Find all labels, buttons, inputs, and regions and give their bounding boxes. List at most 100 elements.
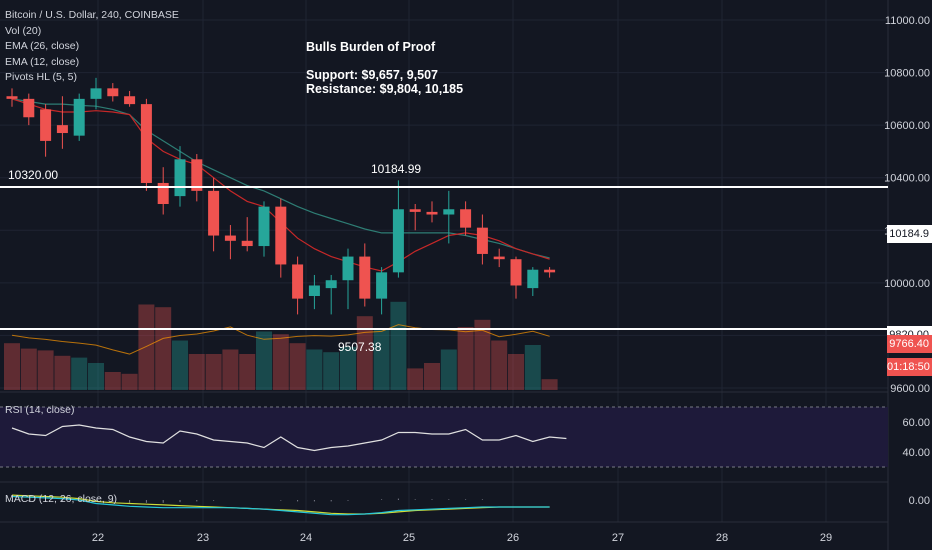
annotation-resistance: Resistance: $9,804, 10,185 — [306, 82, 464, 96]
price-tick-label: 10800.00 — [884, 68, 930, 80]
candle-body — [325, 280, 337, 289]
indicator-ema26[interactable]: EMA (26, close) — [5, 40, 80, 52]
volume-bar — [356, 316, 373, 390]
rsi-band — [0, 407, 888, 467]
indicator-ema12[interactable]: EMA (12, close) — [5, 55, 80, 68]
candle-body — [409, 209, 421, 212]
volume-bar — [20, 348, 37, 390]
volume-bar — [323, 352, 340, 390]
candle-body — [140, 104, 152, 183]
price-tick-label: 11000.00 — [885, 15, 930, 27]
candle-body — [544, 269, 556, 273]
candle-body — [191, 159, 203, 191]
ema26-line — [11, 98, 550, 259]
candle-body — [308, 285, 320, 296]
rsi-pane-label[interactable]: RSI (14, close) — [5, 404, 75, 416]
macd-line — [11, 495, 550, 516]
level-label-support: 9507.38 — [338, 340, 382, 354]
volume-bar — [239, 354, 256, 390]
candle-body — [6, 96, 18, 99]
volume-bar — [424, 363, 440, 390]
macd-tick-label: 0.00 — [909, 495, 930, 507]
volume-bar — [104, 372, 121, 390]
volume-bar — [524, 345, 541, 390]
candle-body — [527, 269, 539, 289]
rsi-line — [11, 424, 567, 452]
candle-body — [174, 159, 186, 197]
volume-bar — [4, 343, 20, 390]
candle-body — [107, 88, 119, 97]
volume-bar — [222, 349, 239, 390]
resistance-price-tag: 10184.9 — [887, 225, 932, 243]
volume-bar — [474, 319, 491, 390]
candle-body — [23, 98, 35, 118]
volume-bar — [340, 346, 356, 390]
volume-bar — [541, 379, 558, 390]
candle-body — [224, 235, 236, 241]
date-tick-label: 24 — [300, 532, 312, 544]
volume-bar — [457, 327, 474, 390]
volume-bar — [138, 304, 155, 390]
candle-body — [275, 206, 287, 265]
date-tick-label: 23 — [197, 532, 209, 544]
volume-bar — [54, 355, 71, 390]
indicator-pivots[interactable]: Pivots HL (5, 5) — [5, 71, 77, 83]
candle-body — [208, 190, 220, 236]
volume-bar — [306, 349, 323, 390]
volume-bar — [373, 328, 390, 390]
volume-bar — [121, 373, 138, 390]
volume-bar — [407, 368, 424, 390]
volume-bar — [390, 301, 407, 390]
price-tick-label: 10600.00 — [884, 120, 930, 132]
volume-bar — [256, 331, 272, 390]
volume-bar — [172, 340, 188, 390]
volume-bar — [188, 354, 205, 390]
rsi-tick-label: 60.00 — [902, 417, 930, 429]
date-tick-label: 27 — [612, 532, 624, 544]
candle-body — [342, 256, 354, 281]
candle-body — [359, 256, 371, 299]
annotation-note[interactable]: Bulls Burden of Proof Support: $9,657, 9… — [306, 40, 463, 96]
candle-body — [426, 211, 438, 215]
volume-bar — [272, 334, 289, 390]
candle-body — [90, 88, 102, 99]
candle-body — [460, 209, 472, 228]
candle-body — [124, 96, 136, 105]
candle-body — [258, 206, 270, 247]
date-tick-label: 25 — [403, 532, 415, 544]
volume-bar — [205, 354, 222, 390]
macd-signal-line — [11, 494, 550, 515]
volume-ma-line — [11, 324, 550, 355]
price-tick-label: 10400.00 — [884, 173, 930, 185]
price-tick-label: 9600.00 — [890, 383, 930, 395]
macd-pane-label[interactable]: MACD (12, 26, close, 9) — [5, 493, 118, 505]
candle-body — [476, 227, 488, 254]
candle-body — [157, 182, 169, 204]
volume-bar — [491, 340, 508, 390]
indicator-vol[interactable]: Vol (20) — [5, 24, 42, 37]
candle-body — [443, 209, 455, 215]
annotation-title: Bulls Burden of Proof — [306, 40, 436, 54]
price-tick-label: 10000.00 — [884, 278, 930, 290]
level-label-resistance: 10184.99 — [371, 162, 422, 176]
volume-bar — [440, 349, 457, 390]
volume-bar — [71, 357, 88, 390]
candle-body — [510, 259, 522, 286]
symbol-title[interactable]: Bitcoin / U.S. Dollar, 240, COINBASE — [5, 9, 179, 21]
candle-body — [56, 125, 68, 134]
candle-body — [73, 98, 85, 136]
candle-body — [392, 209, 404, 273]
volume-bar — [289, 343, 306, 390]
candle-body — [376, 272, 388, 299]
volume-bar — [155, 307, 172, 390]
date-tick-label: 22 — [92, 532, 104, 544]
annotation-support: Support: $9,657, 9,507 — [306, 68, 439, 82]
volume-bar — [508, 354, 524, 390]
last-price-tag: 9766.40 — [887, 335, 932, 353]
chart-legend: Bitcoin / U.S. Dollar, 240, COINBASE Vol… — [5, 8, 179, 86]
countdown-tag: 01:18:50 — [887, 358, 932, 376]
volume-bar — [88, 363, 104, 390]
level-label-10320: 10320.00 — [8, 168, 59, 182]
volume-bar — [37, 350, 54, 390]
